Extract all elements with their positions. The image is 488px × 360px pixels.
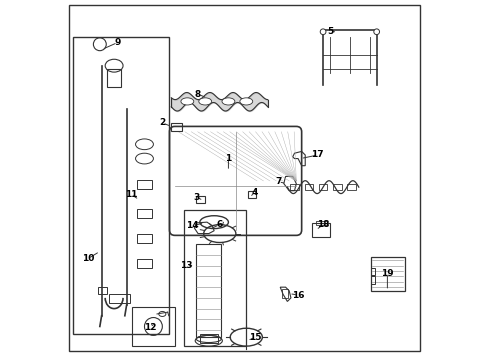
Text: 8: 8: [195, 90, 201, 99]
Text: 13: 13: [180, 261, 192, 270]
Text: 12: 12: [143, 323, 156, 332]
Text: 10: 10: [81, 254, 94, 263]
Text: 4: 4: [251, 188, 257, 197]
Text: 18: 18: [316, 220, 328, 229]
Text: 1: 1: [225, 154, 231, 163]
Text: 2: 2: [159, 118, 165, 127]
Text: 5: 5: [326, 27, 333, 36]
Text: 14: 14: [186, 221, 199, 230]
Text: 3: 3: [193, 193, 199, 202]
Text: 6: 6: [216, 220, 222, 229]
Text: 19: 19: [380, 269, 393, 278]
Ellipse shape: [222, 98, 234, 105]
Text: 16: 16: [291, 291, 304, 300]
Text: 17: 17: [311, 150, 324, 159]
Ellipse shape: [181, 98, 193, 105]
Text: 9: 9: [114, 38, 121, 47]
Ellipse shape: [373, 29, 379, 35]
Text: 7: 7: [275, 177, 281, 186]
Text: 15: 15: [248, 333, 261, 342]
Ellipse shape: [240, 98, 252, 105]
Ellipse shape: [198, 98, 211, 105]
Ellipse shape: [320, 29, 325, 35]
Text: 11: 11: [124, 190, 137, 199]
